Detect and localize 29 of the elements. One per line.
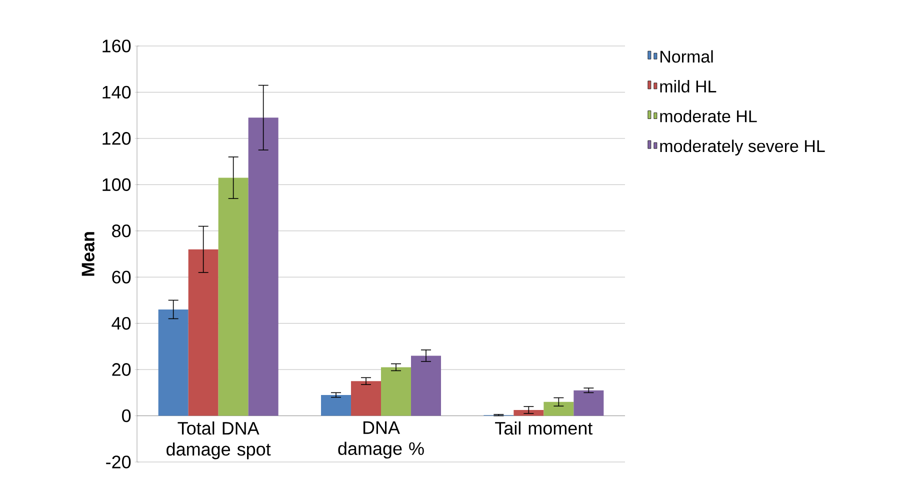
y-tick-label: 20	[112, 363, 131, 376]
x-tick-label: Total DNA damage spot	[166, 421, 271, 460]
y-tick-label: 60	[112, 270, 131, 284]
bar	[351, 381, 382, 416]
bar	[321, 394, 352, 416]
bar	[574, 390, 604, 416]
y-tick-label: 140	[102, 86, 131, 99]
legend-label: moderately severe HL	[660, 140, 825, 156]
y-tick-label: 120	[102, 132, 131, 145]
bar	[218, 178, 248, 416]
y-tick-label: 40	[112, 316, 131, 330]
bar	[381, 367, 412, 416]
bar	[188, 249, 218, 416]
bar	[158, 309, 188, 416]
x-tick-label: Tail moment	[495, 421, 593, 435]
y-tick-label: 160	[102, 40, 131, 52]
y-tick-label: 80	[112, 224, 131, 238]
y-axis-title: Mean	[82, 232, 94, 276]
legend-label: mild HL	[660, 80, 716, 93]
legend-label: moderate HL	[660, 110, 757, 122]
bar	[514, 410, 544, 416]
legend-label: Normal	[660, 50, 713, 63]
y-tick-label: 100	[102, 178, 131, 192]
bar	[248, 118, 278, 416]
bar	[544, 402, 574, 416]
bar	[411, 356, 442, 416]
y-tick-label: -20	[106, 456, 131, 468]
x-tick-label: DNA damage %	[338, 421, 424, 459]
y-tick-label: 0	[122, 409, 131, 422]
